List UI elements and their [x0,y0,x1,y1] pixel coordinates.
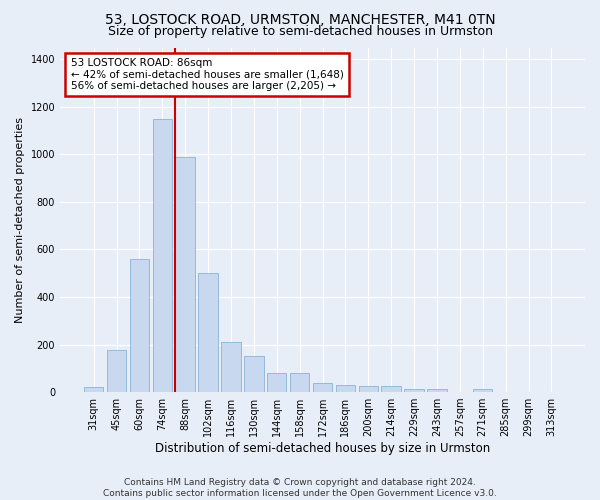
Y-axis label: Number of semi-detached properties: Number of semi-detached properties [15,117,25,323]
Bar [335,385,355,392]
Text: 53 LOSTOCK ROAD: 86sqm
← 42% of semi-detached houses are smaller (1,648)
56% of : 53 LOSTOCK ROAD: 86sqm ← 42% of semi-det… [71,58,343,91]
Bar [473,388,493,392]
Bar [359,386,378,392]
X-axis label: Distribution of semi-detached houses by size in Urmston: Distribution of semi-detached houses by … [155,442,490,455]
Bar [199,274,218,392]
Bar [221,342,241,392]
Bar [290,373,310,392]
Text: Contains HM Land Registry data © Crown copyright and database right 2024.
Contai: Contains HM Land Registry data © Crown c… [103,478,497,498]
Bar [175,157,195,392]
Bar [84,388,103,392]
Bar [313,382,332,392]
Bar [404,388,424,392]
Bar [244,356,263,392]
Bar [152,119,172,392]
Bar [382,386,401,392]
Bar [130,259,149,392]
Bar [267,373,286,392]
Text: Size of property relative to semi-detached houses in Urmston: Size of property relative to semi-detach… [107,25,493,38]
Text: 53, LOSTOCK ROAD, URMSTON, MANCHESTER, M41 0TN: 53, LOSTOCK ROAD, URMSTON, MANCHESTER, M… [104,12,496,26]
Bar [427,389,446,392]
Bar [107,350,126,392]
